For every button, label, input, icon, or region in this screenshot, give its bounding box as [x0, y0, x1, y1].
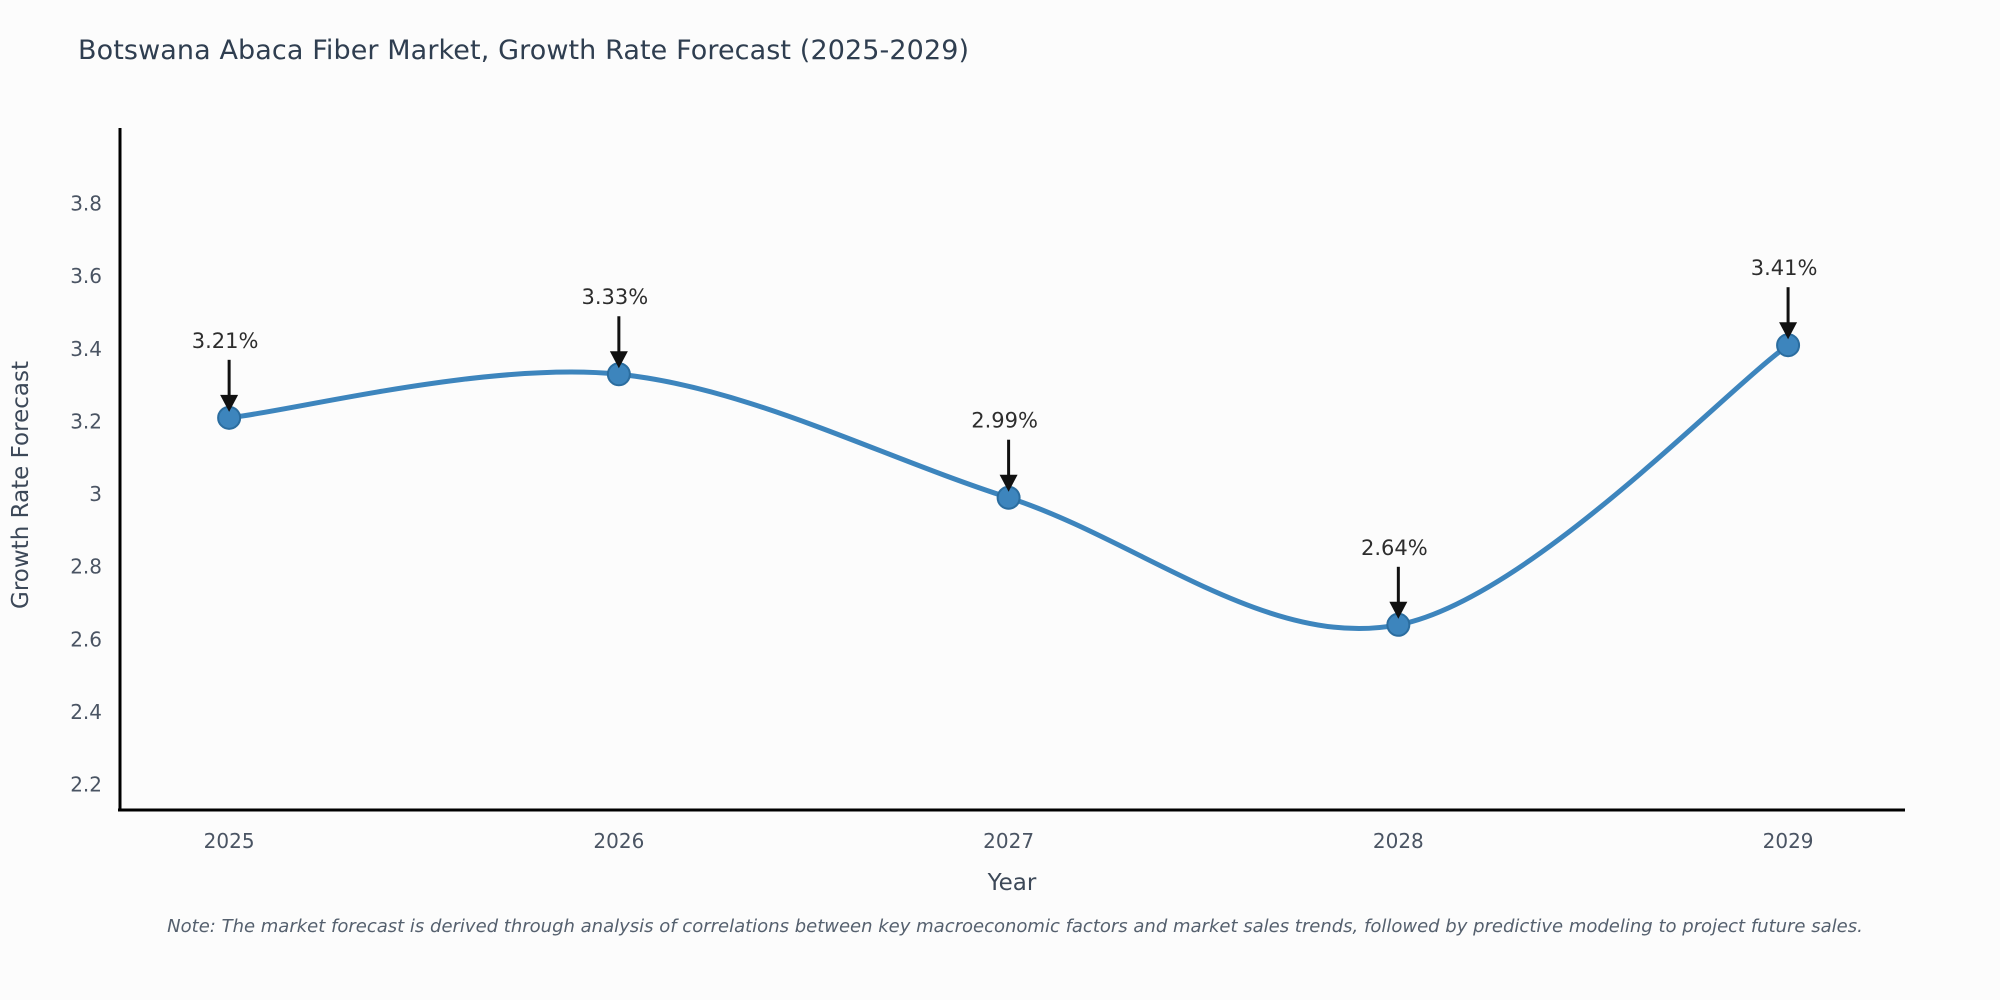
data-point-label: 3.41%: [1751, 256, 1818, 280]
x-tick-label: 2027: [983, 829, 1034, 853]
x-tick-label: 2025: [204, 829, 255, 853]
y-tick-label: 2.2: [70, 773, 102, 797]
y-tick-label: 3.8: [70, 192, 102, 216]
data-point-label: 2.99%: [971, 409, 1038, 433]
y-tick-label: 2.8: [70, 555, 102, 579]
annotation-arrow-head: [1779, 322, 1798, 340]
annotation-arrow-head: [220, 394, 239, 412]
x-tick-label: 2026: [593, 829, 644, 853]
data-point-label: 3.33%: [582, 285, 649, 309]
annotation-arrow-head: [999, 474, 1018, 492]
x-axis-tick-group: 2025 2026 2027 2028 2029: [204, 829, 1814, 853]
data-point-label: 2.64%: [1361, 536, 1428, 560]
y-tick-label: 3.2: [70, 409, 102, 433]
x-axis-title: Year: [987, 870, 1037, 896]
annotation-arrow-head: [609, 351, 628, 369]
annotation-arrow-head: [1389, 601, 1408, 619]
y-tick-label: 3.6: [70, 264, 102, 288]
x-tick-label: 2029: [1763, 829, 1814, 853]
y-axis-title: Growth Rate Forecast: [8, 361, 34, 609]
y-tick-label: 2.4: [70, 700, 102, 724]
axis-spines: [118, 128, 1905, 812]
chart-footnote: Note: The market forecast is derived thr…: [167, 916, 1863, 937]
y-axis-tick-group: 3.8 3.6 3.4 3.2 3 2.8 2.6 2.4 2.2: [70, 192, 102, 797]
data-point-label: 3.21%: [192, 329, 259, 353]
y-tick-label: 3.4: [70, 337, 102, 361]
y-tick-label: 3: [89, 482, 102, 506]
data-point-annotations: 3.21% 3.33% 2.99% 2.64% 3.41%: [192, 256, 1818, 619]
y-tick-label: 2.6: [70, 627, 102, 651]
x-tick-label: 2028: [1373, 829, 1424, 853]
chart-title: Botswana Abaca Fiber Market, Growth Rate…: [78, 35, 970, 66]
